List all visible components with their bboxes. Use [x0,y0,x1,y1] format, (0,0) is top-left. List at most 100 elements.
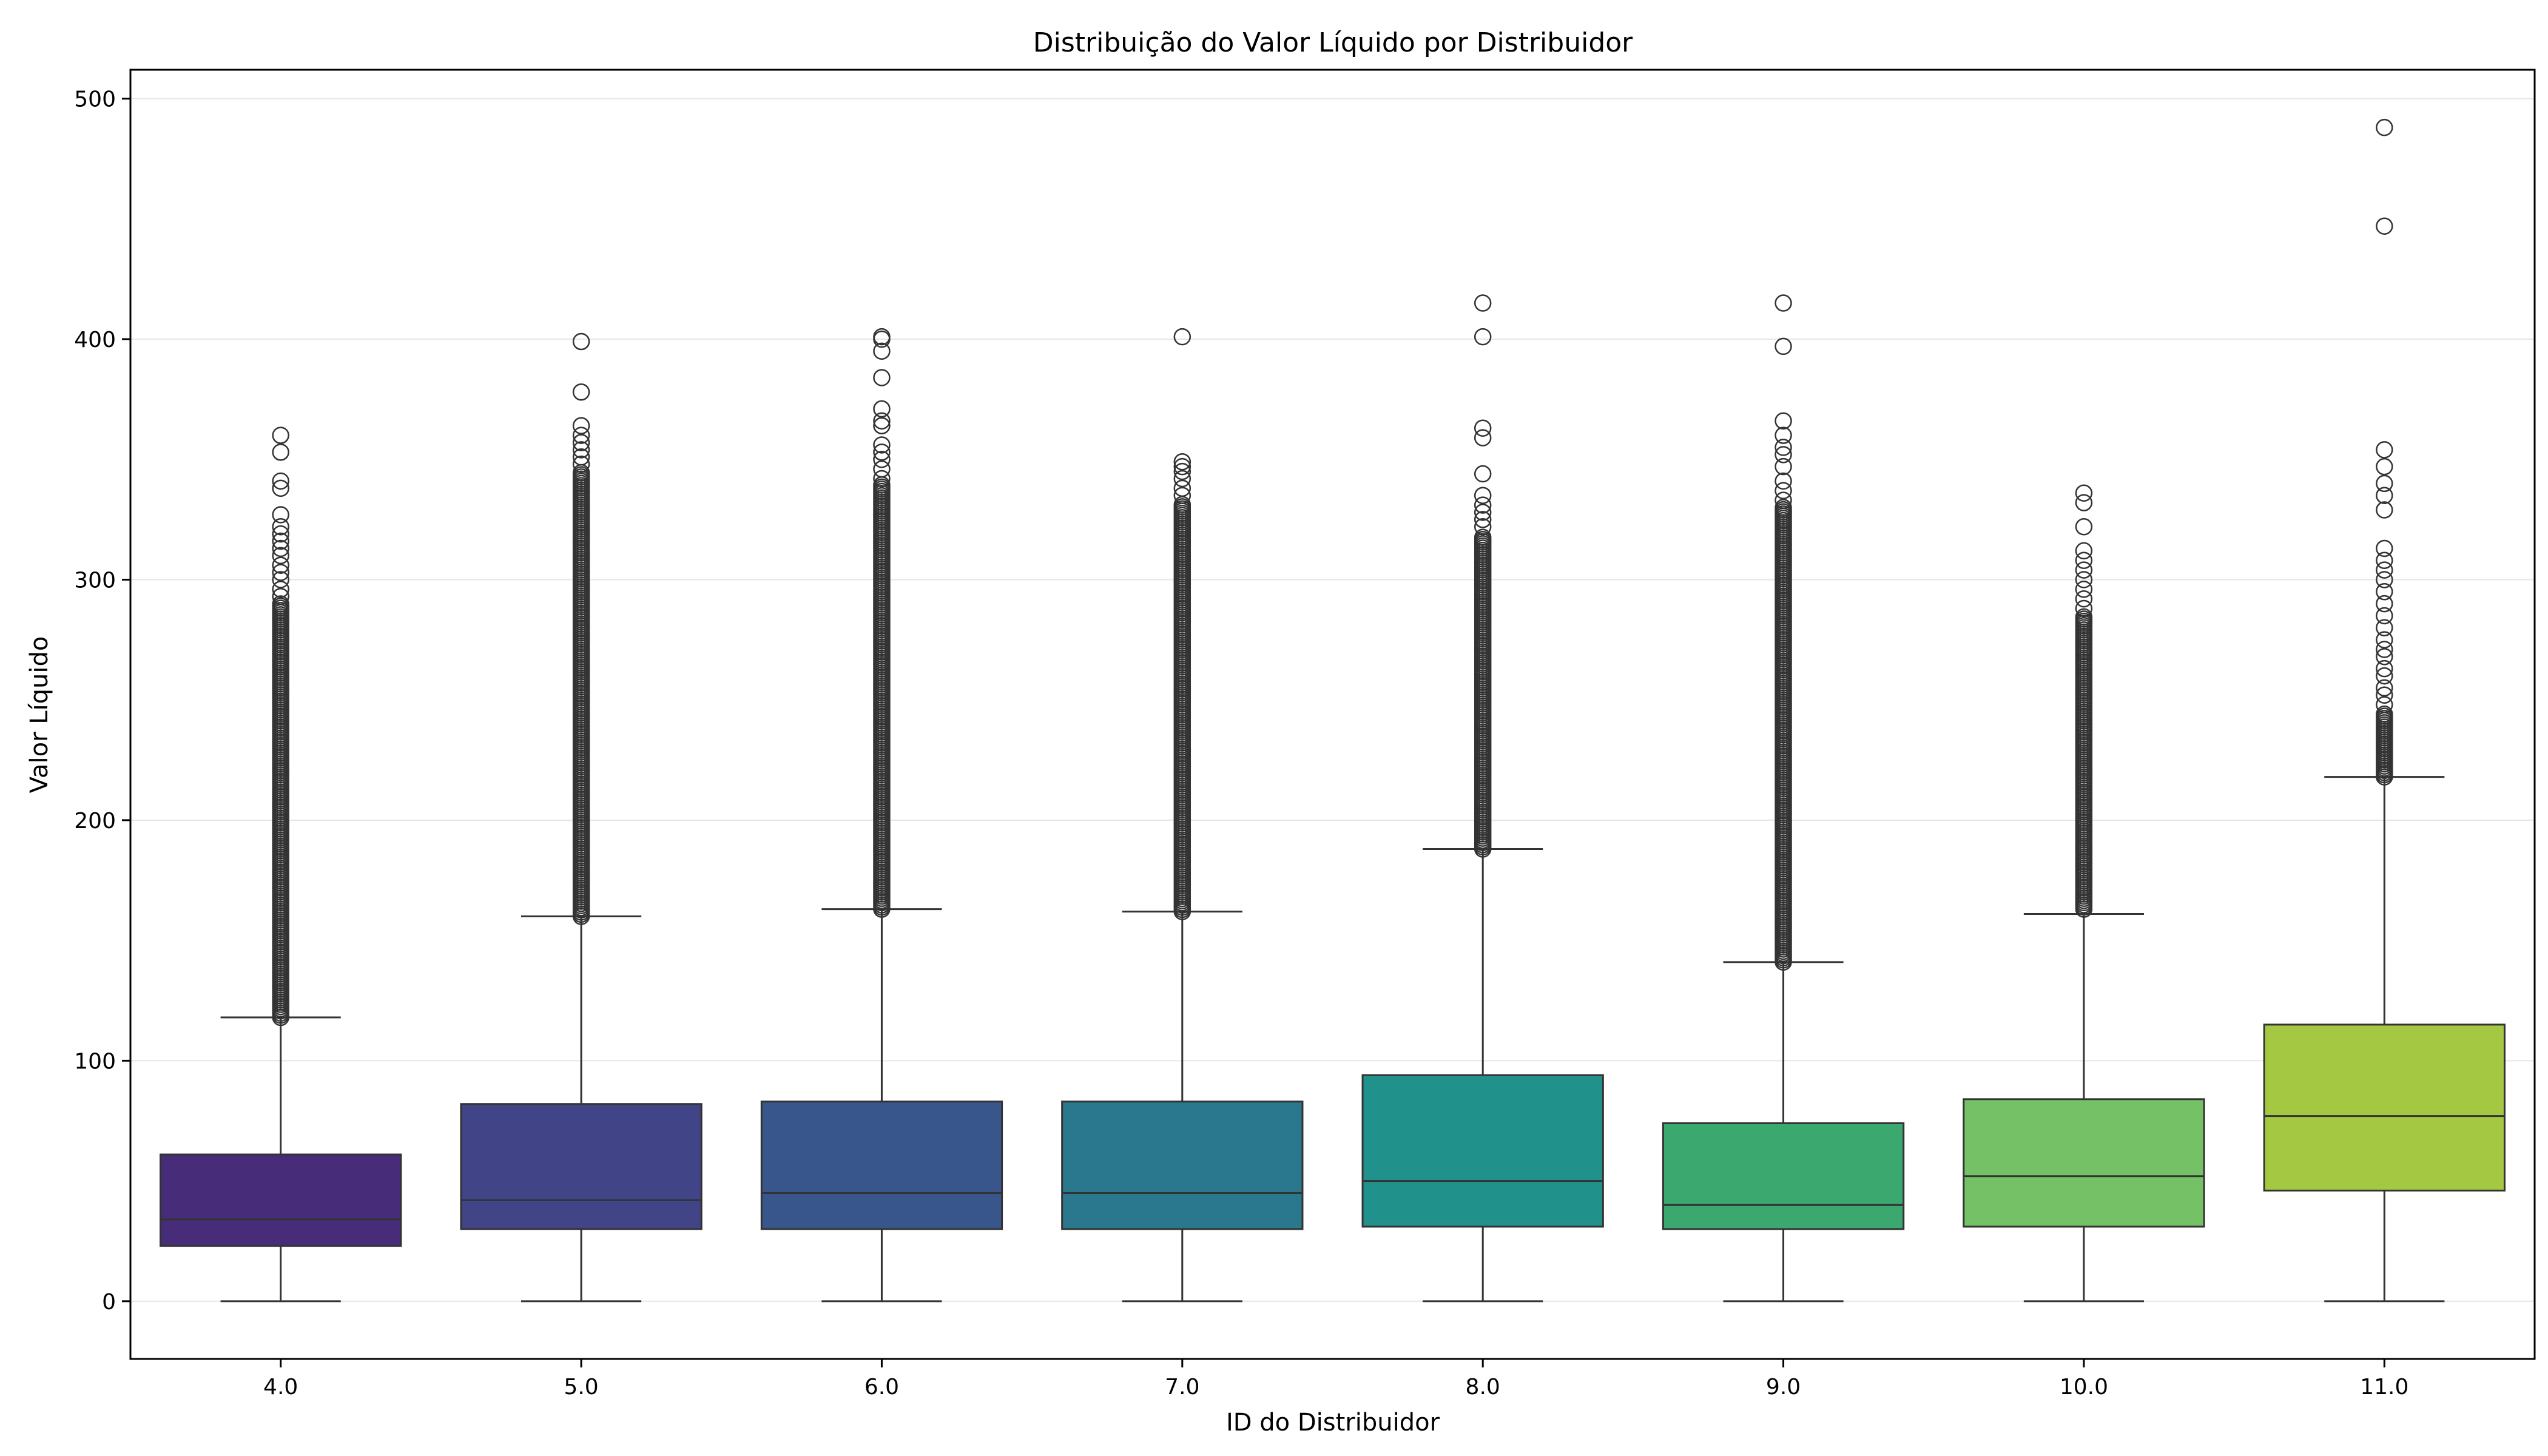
outlier-point [2075,484,2093,502]
outlier-point [1474,294,1492,312]
outlier-point [1774,446,1792,463]
outlier-point [2376,583,2393,601]
outlier-point [2376,705,2393,723]
outlier-point [873,417,891,435]
outlier-point [272,571,289,588]
outlier-point [1774,472,1792,490]
x-tick-label: 6.0 [864,1375,899,1400]
outlier-point [272,506,289,524]
outlier-point [2376,631,2393,649]
box-iqr [160,1153,402,1247]
box-iqr [2263,1023,2506,1191]
outlier-point [272,525,289,543]
outlier-point [2075,599,2093,618]
outlier-point [2376,686,2393,704]
outlier-point [2075,551,2093,570]
outlier-point [2376,607,2393,625]
y-axis-ticks: 0 100 200 300 400 500 [74,87,130,1315]
box-iqr [460,1103,703,1230]
outlier-point [2376,487,2393,504]
outlier-point [1173,479,1191,497]
outlier-point [1774,499,1792,516]
y-tick-label: 300 [74,568,116,593]
outlier-point [1474,518,1492,536]
outlier-point [272,532,289,550]
outlier-point [2376,551,2393,570]
y-tick-label: 400 [74,328,116,352]
outlier-point [572,426,590,444]
outlier-point [1173,487,1191,504]
outlier-point [2075,581,2093,598]
y-tick-label: 200 [74,809,116,834]
outlier-point [2376,667,2393,685]
outlier-point [873,460,891,478]
outlier-point [1774,426,1792,444]
outlier-point [2376,641,2393,658]
outlier-point [1774,294,1792,312]
outlier-point [1173,470,1191,488]
outlier-point [1774,412,1792,430]
outlier-point [2376,474,2393,493]
outlier-point [272,581,289,598]
outlier-point [2376,659,2393,678]
box-series [160,118,2506,1303]
outlier-point [2075,542,2093,560]
outlier-point [2376,648,2393,666]
outlier-point [873,451,891,468]
outlier-point [1474,496,1492,514]
outlier-point [2075,518,2093,536]
outlier-point [2376,696,2393,713]
outlier-point [1774,439,1792,456]
outlier-point [2376,571,2393,588]
outlier-point [272,426,289,444]
outlier-point [1474,487,1492,504]
outlier-point [2376,457,2393,476]
outlier-point [2376,501,2393,519]
outlier-point [272,479,289,497]
outlier-point [572,417,590,435]
y-axis-label: Valor Líquido [25,636,53,794]
outlier-point [2075,571,2093,588]
outlier-point [272,587,289,605]
outlier-point [1474,429,1492,447]
outlier-point [272,472,289,490]
outlier-point [2376,679,2393,697]
outlier-point [572,434,590,451]
outlier-point [2075,494,2093,511]
outlier-point [2376,441,2393,459]
outlier-point [1474,419,1492,437]
outlier-point [2376,118,2393,136]
x-tick-label: 10.0 [2060,1375,2108,1400]
y-tick-label: 100 [74,1049,116,1074]
outlier-point [1173,453,1191,471]
outlier-point [873,328,891,346]
box-group-7-0 [1061,328,1304,1303]
box-group-11-0 [2263,118,2506,1303]
outlier-point [2376,217,2393,235]
chart-title: Distribuição do Valor Líquido por Distri… [1033,27,1633,58]
outlier-point [1173,457,1191,476]
outlier-point [1173,462,1191,480]
outlier-point [2075,561,2093,579]
box-iqr [1662,1122,1905,1230]
outlier-point [1474,511,1492,528]
outlier-point [1173,328,1191,346]
outlier-point [873,443,891,461]
outlier-point [2075,608,2093,626]
box-group-8-0 [1361,294,1604,1303]
x-tick-label: 8.0 [1466,1375,1500,1400]
y-tick-label: 500 [74,87,116,112]
outlier-point [1774,482,1792,500]
outlier-point [2376,561,2393,579]
outlier-point [572,441,590,459]
outlier-point [873,369,891,386]
box-group-9-0 [1662,294,1905,1303]
outlier-point [572,448,590,466]
plot-frame [129,69,2536,1360]
outlier-point [1774,457,1792,476]
box-iqr [1361,1074,1604,1228]
box-group-10-0 [1963,484,2205,1303]
outlier-point [873,412,891,430]
box-iqr [1963,1098,2205,1228]
